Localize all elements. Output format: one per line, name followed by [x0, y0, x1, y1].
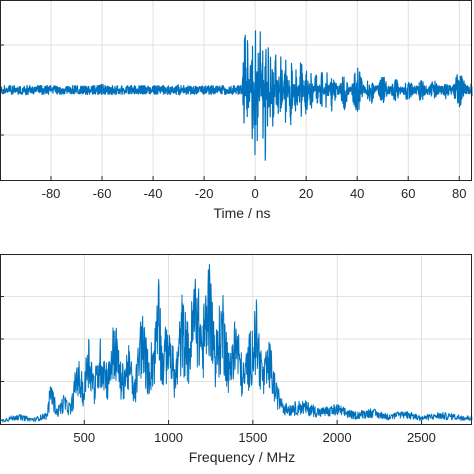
- time-domain-ticks: -80 -60 -40 -20 0 20 40 60 80: [0, 44, 466, 201]
- frequency-domain-x-tick-label: 500: [73, 430, 95, 445]
- frequency-domain-x-tick-label: 1000: [154, 430, 183, 445]
- time-domain-x-axis-label: Time / ns: [213, 205, 270, 221]
- time-domain-x-tick-label: -40: [144, 186, 163, 201]
- frequency-domain-trace: [0, 264, 473, 423]
- time-domain-trace: [0, 30, 473, 161]
- frequency-domain-ticks: 500 1000 1500 2000 2500: [0, 296, 436, 445]
- time-domain-x-tick-label: 0: [252, 186, 259, 201]
- time-domain-x-tick-label: -80: [42, 186, 61, 201]
- time-domain-plot: -80 -60 -40 -20 0 20 40 60 80 Time / ns: [0, 0, 473, 221]
- time-domain-x-tick-label: 80: [452, 186, 466, 201]
- time-domain-x-tick-label: -60: [93, 186, 112, 201]
- frequency-domain-x-tick-label: 1500: [238, 430, 267, 445]
- time-domain-x-tick-label: -20: [195, 186, 214, 201]
- time-domain-x-tick-label: 20: [299, 186, 313, 201]
- time-domain-x-tick-label: 40: [350, 186, 364, 201]
- frequency-domain-x-tick-label: 2500: [407, 430, 436, 445]
- time-domain-x-tick-label: 60: [401, 186, 415, 201]
- frequency-domain-x-tick-label: 2000: [323, 430, 352, 445]
- frequency-domain-x-axis-label: Frequency / MHz: [189, 449, 296, 465]
- frequency-domain-plot: 500 1000 1500 2000 2500 Frequency / MHz: [0, 254, 473, 465]
